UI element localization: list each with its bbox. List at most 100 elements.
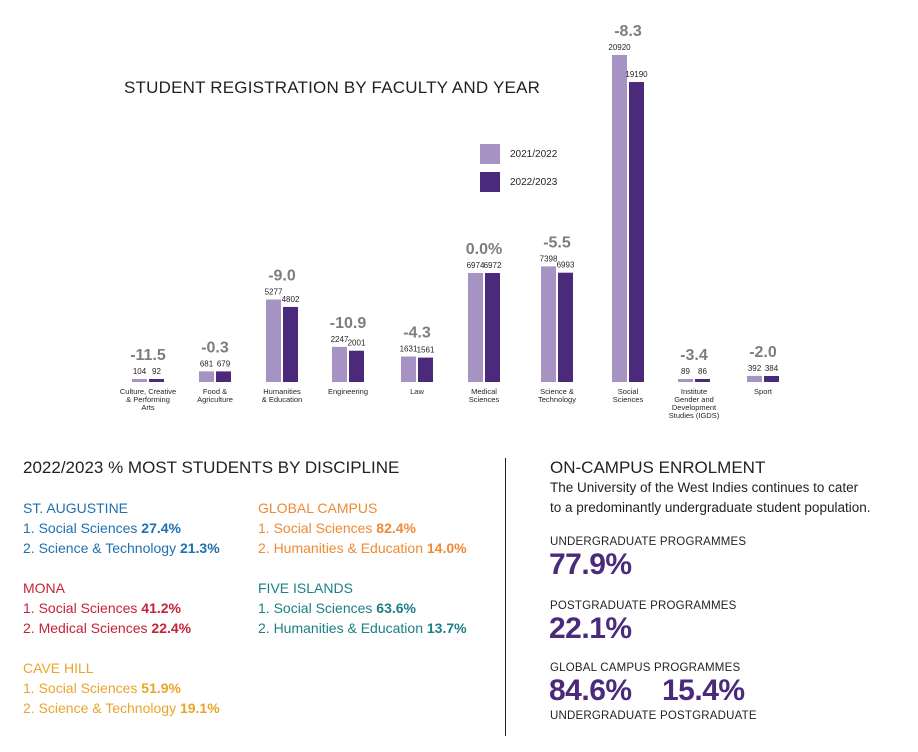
category-label: Agriculture [197,395,233,404]
global-postgrad-sublabel: POSTGRADUATE [660,710,757,722]
bar-2021 [132,379,147,382]
bar-value-label: 1561 [417,346,435,355]
chart-legend: 2021/2022 2022/2023 [480,144,557,200]
bar-2022 [764,375,779,382]
discipline-item: 2. Humanities & Education 13.7% [258,620,467,636]
category-label: Institute [681,387,707,396]
bar-value-label: 6972 [484,261,502,270]
enrolment-desc-line1: The University of the West Indies contin… [550,480,859,495]
bar-2021 [332,346,347,382]
campus-five-islands: FIVE ISLANDS 1. Social Sciences 63.6% 2.… [258,578,467,638]
bar-value-label: 2247 [331,335,349,344]
percent-change-label: -5.5 [543,234,571,251]
percent-change-label: -4.3 [403,325,431,342]
campus-mona: MONA 1. Social Sciences 41.2% 2. Medical… [23,578,191,638]
discipline-item: 1. Social Sciences 27.4% [23,520,181,536]
campus-name: CAVE HILL [23,660,94,676]
campus-st-augustine: ST. AUGUSTINE 1. Social Sciences 27.4% 2… [23,498,220,558]
enrolment-description: The University of the West Indies contin… [550,478,870,518]
percent-change-label: -10.9 [330,315,367,332]
bar-value-label: 86 [698,367,707,376]
bar-2022 [485,273,500,382]
category-label: Medical [471,387,497,396]
category-label: Studies (IGDS) [669,411,720,420]
bar-2022 [695,379,710,382]
legend-item-2021: 2021/2022 [480,144,557,164]
category-label: Technology [538,395,576,404]
campus-cave-hill: CAVE HILL 1. Social Sciences 51.9% 2. Sc… [23,658,220,718]
bar-value-label: 19190 [625,70,648,79]
bar-value-label: 2001 [348,339,366,348]
bar-2022 [418,357,433,382]
bar-value-label: 681 [200,359,214,368]
bar-2021 [747,375,762,382]
undergrad-programmes-label: UNDERGRADUATE PROGRAMMES [550,536,747,548]
bar-value-label: 4802 [282,295,300,304]
category-label: Food & [203,387,227,396]
category-label: Arts [141,403,155,412]
bar-value-label: 92 [152,367,161,376]
global-undergrad-sublabel: UNDERGRADUATE [550,710,657,722]
bar-2021 [468,272,483,382]
bar-2021 [678,379,693,382]
category-label: Social [618,387,639,396]
category-label: Sport [754,387,773,396]
category-label: Sciences [613,395,644,404]
category-label: Law [410,387,424,396]
bar-value-label: 5277 [265,288,283,297]
undergrad-programmes-value: 77.9% [549,548,632,581]
discipline-item: 2. Medical Sciences 22.4% [23,620,192,636]
discipline-item: 1. Social Sciences 82.4% [258,520,416,536]
campus-name: ST. AUGUSTINE [23,500,129,516]
discipline-section-title: 2022/2023 % MOST STUDENTS BY DISCIPLINE [23,458,400,477]
legend-label-2021: 2021/2022 [510,148,558,160]
bar-2022 [558,272,573,382]
category-label: Humanities [263,387,301,396]
category-label: & Performing [126,395,170,404]
discipline-item: 2. Science & Technology 21.3% [23,540,220,556]
percent-change-label: -11.5 [130,347,166,364]
category-label: Culture, Creative [120,387,176,396]
bar-value-label: 384 [765,364,779,373]
bar-value-label: 392 [748,364,762,373]
campus-name: MONA [23,580,65,596]
bar-value-label: 89 [681,367,690,376]
bar-2022 [283,306,298,382]
category-label: Science & [540,387,574,396]
postgrad-programmes-label: POSTGRADUATE PROGRAMMES [550,600,737,612]
percent-change-label: -2.0 [749,344,777,361]
discipline-item: 1. Social Sciences 41.2% [23,600,181,616]
bar-2022 [149,379,164,382]
chart-title: STUDENT REGISTRATION BY FACULTY AND YEAR [124,78,541,97]
bar-value-label: 6993 [557,261,575,270]
percent-change-label: -3.4 [680,347,708,364]
legend-swatch-2022 [480,172,500,192]
percent-change-label: -9.0 [268,268,296,285]
percent-change-label: -0.3 [201,339,229,356]
bar-2022 [629,82,644,382]
bar-2021 [199,371,214,382]
section-divider [505,458,506,736]
bar-value-label: 1631 [400,345,418,354]
category-label: Engineering [328,387,368,396]
global-postgrad-value: 15.4% [662,674,745,707]
bar-value-label: 7398 [540,254,558,263]
bar-2021 [401,356,416,382]
campus-global: GLOBAL CAMPUS 1. Social Sciences 82.4% 2… [258,498,467,558]
discipline-item: 1. Social Sciences 51.9% [23,680,181,696]
discipline-item: 1. Social Sciences 63.6% [258,600,416,616]
bar-value-label: 20920 [608,43,631,52]
legend-item-2022: 2022/2023 [480,172,557,192]
bar-2022 [349,350,364,382]
global-programmes-label: GLOBAL CAMPUS PROGRAMMES [550,662,741,674]
category-label: Development [672,403,717,412]
enrolment-section-title: ON-CAMPUS ENROLMENT [550,458,766,477]
campus-name: FIVE ISLANDS [258,580,353,596]
campus-name: GLOBAL CAMPUS [258,500,378,516]
discipline-item: 2. Humanities & Education 14.0% [258,540,467,556]
category-label: & Education [262,395,302,404]
bar-value-label: 104 [133,367,147,376]
legend-label-2022: 2022/2023 [510,176,558,188]
bar-value-label: 6974 [467,261,485,270]
